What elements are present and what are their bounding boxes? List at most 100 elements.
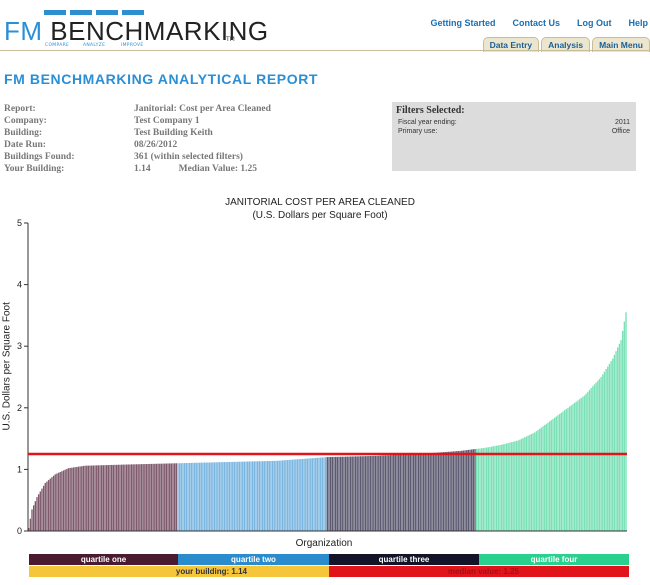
bar [57, 472, 60, 531]
bar [530, 434, 533, 531]
y-axis-label: U.S. Dollars per Square Foot [1, 302, 13, 431]
bar [399, 454, 402, 531]
contact-us-link[interactable]: Contact Us [512, 18, 560, 28]
fm-benchmarking-logo: FM BENCHMARKING TM COMPARE ANALYZE IMPROVE [4, 2, 268, 50]
bar [222, 462, 224, 531]
bar [245, 461, 247, 531]
bar [476, 448, 478, 531]
bar [388, 455, 390, 531]
filters-title: Filters Selected: [396, 105, 465, 116]
bar [505, 443, 508, 531]
chart-subtitle: (U.S. Dollars per Square Foot) [252, 210, 388, 221]
bar [119, 464, 121, 531]
bar [94, 465, 96, 531]
bar [464, 450, 466, 531]
bar [490, 446, 493, 531]
bar [349, 456, 352, 531]
bar [512, 441, 514, 531]
bar [394, 454, 397, 531]
y-tick-label: 4 [17, 280, 22, 290]
bar [403, 454, 405, 531]
bar [154, 463, 156, 531]
y-tick-label: 3 [17, 341, 22, 351]
bar [266, 461, 269, 531]
median-value-text: Median Value: 1.25 [178, 164, 258, 174]
bar [364, 456, 367, 531]
bar [469, 449, 471, 531]
bar [67, 468, 70, 531]
bar [193, 462, 196, 531]
bar [185, 463, 187, 531]
bar [495, 445, 498, 531]
bar [220, 462, 222, 531]
bar [419, 453, 421, 531]
bar [452, 451, 455, 531]
bar [461, 450, 463, 531]
bar [137, 464, 139, 531]
bar [301, 458, 304, 531]
top-links: Getting Started Contact Us Log Out Help [413, 18, 648, 28]
bar [180, 463, 183, 531]
bar [117, 464, 119, 531]
bar [404, 454, 407, 531]
bar [250, 461, 252, 531]
bar [539, 428, 541, 531]
log-out-link[interactable]: Log Out [576, 18, 612, 28]
bar [520, 438, 523, 531]
bar [293, 459, 295, 531]
logo-trademark: TM [226, 36, 235, 43]
bar [110, 464, 113, 531]
bar [243, 461, 246, 531]
bar [484, 447, 486, 531]
bar [494, 445, 496, 531]
bar [129, 464, 131, 531]
bar [529, 434, 531, 531]
bar [157, 463, 159, 531]
help-link[interactable]: Help [628, 18, 648, 28]
bar [59, 472, 61, 531]
bar [107, 465, 110, 531]
bar [150, 463, 153, 531]
getting-started-link[interactable]: Getting Started [430, 18, 496, 28]
filter-row-fiscal-year: Fiscal year ending: 2011 [398, 119, 630, 126]
bar [280, 460, 282, 531]
x-axis-label: Organization [295, 538, 353, 549]
tab-analysis[interactable]: Analysis [541, 37, 591, 52]
bar [344, 456, 347, 531]
bar [417, 453, 420, 531]
bar [34, 501, 36, 531]
bar [474, 449, 476, 531]
bar [462, 450, 465, 531]
bar [237, 461, 239, 531]
bar [562, 411, 564, 531]
bar [228, 461, 231, 531]
bar [265, 461, 267, 531]
bar [271, 460, 274, 531]
bar [401, 454, 403, 531]
bar [509, 442, 511, 531]
bar [240, 461, 242, 531]
bar [318, 457, 320, 531]
bar [563, 410, 566, 531]
tab-data-entry[interactable]: Data Entry [482, 37, 540, 52]
bar [441, 452, 443, 531]
bar [482, 448, 484, 531]
bar [553, 417, 556, 531]
bar [182, 463, 184, 531]
bar [597, 380, 599, 531]
bar [255, 461, 257, 531]
bar [210, 462, 212, 531]
bar [46, 481, 48, 531]
bar [544, 425, 546, 531]
meta-row-date-run: Date Run: 08/26/2012 [4, 140, 178, 150]
bar [573, 402, 576, 531]
bar [275, 460, 277, 531]
bar [595, 382, 597, 531]
bar [306, 458, 309, 531]
bar [585, 393, 587, 531]
bar [102, 465, 105, 531]
bar [86, 465, 88, 531]
bar [160, 463, 163, 531]
filter-row-primary-use: Primary use: Office [398, 128, 630, 135]
bar [540, 427, 543, 531]
